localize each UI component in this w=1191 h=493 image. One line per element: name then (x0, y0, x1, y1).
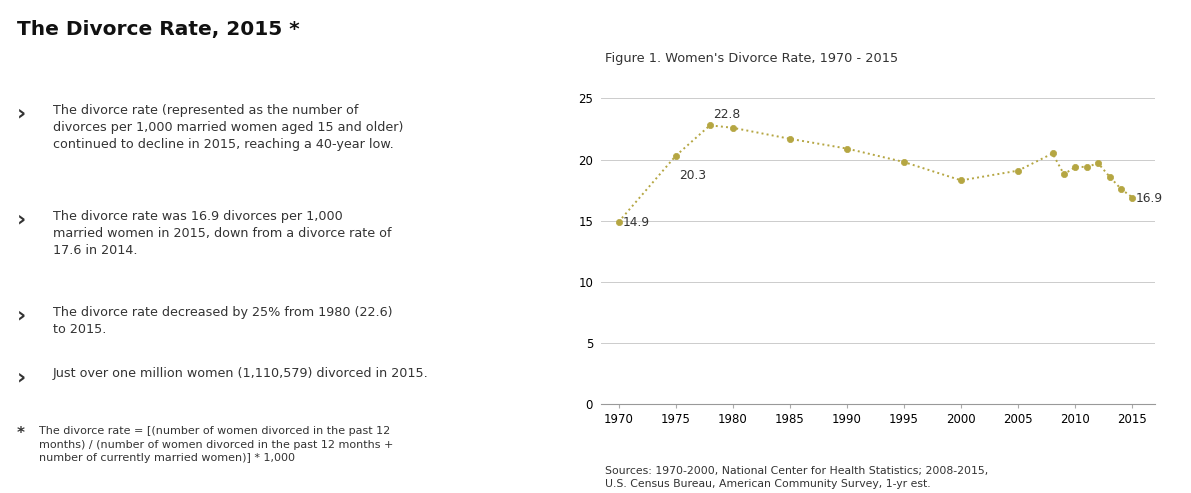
Text: ›: › (17, 306, 26, 326)
Text: 14.9: 14.9 (623, 216, 650, 229)
Text: The divorce rate (represented as the number of
divorces per 1,000 married women : The divorce rate (represented as the num… (54, 104, 404, 150)
Text: ›: › (17, 367, 26, 387)
Text: ›: › (17, 210, 26, 230)
Text: The Divorce Rate, 2015 *: The Divorce Rate, 2015 * (17, 20, 299, 39)
Text: *: * (17, 426, 25, 441)
Text: The divorce rate = [(number of women divorced in the past 12
months) / (number o: The divorce rate = [(number of women div… (39, 426, 393, 463)
Text: ›: › (17, 104, 26, 124)
Text: The divorce rate decreased by 25% from 1980 (22.6)
to 2015.: The divorce rate decreased by 25% from 1… (54, 306, 393, 336)
Text: 22.8: 22.8 (713, 108, 741, 121)
Text: Sources: 1970-2000, National Center for Health Statistics; 2008-2015,
U.S. Censu: Sources: 1970-2000, National Center for … (605, 466, 989, 489)
Text: 20.3: 20.3 (679, 170, 706, 182)
Text: Just over one million women (1,110,579) divorced in 2015.: Just over one million women (1,110,579) … (54, 367, 429, 380)
Text: Figure 1. Women's Divorce Rate, 1970 - 2015: Figure 1. Women's Divorce Rate, 1970 - 2… (605, 52, 898, 65)
Text: 16.9: 16.9 (1136, 192, 1162, 205)
Text: The divorce rate was 16.9 divorces per 1,000
married women in 2015, down from a : The divorce rate was 16.9 divorces per 1… (54, 210, 392, 256)
